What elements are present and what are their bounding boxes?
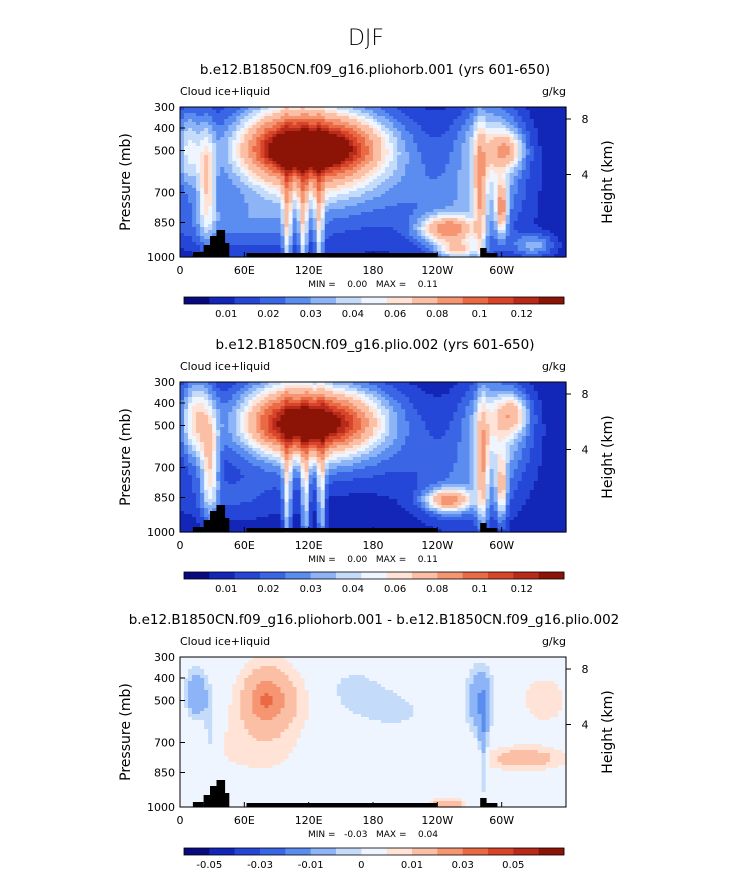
x-tick-label: 0 xyxy=(177,264,184,277)
x-tick-label: 120E xyxy=(295,264,323,277)
colorbar-label: 0.08 xyxy=(426,309,448,320)
colorbar: 0.01 0.02 0.03 0.04 0.06 0.08 0.1 0.12 xyxy=(184,297,564,320)
colorbar-swatch xyxy=(336,297,362,304)
panel-pliohorb: b.e12.B1850CN.f09_g16.pliohorb.001 (yrs … xyxy=(118,62,616,320)
x-tick-label: 60W xyxy=(489,264,514,277)
colorbar-swatch xyxy=(437,297,463,304)
colorbar-label: 0.1 xyxy=(472,309,488,320)
colorbar-swatch xyxy=(361,297,387,304)
y-axis-label: Pressure (mb) xyxy=(118,133,134,231)
colorbar-label: 0.02 xyxy=(257,309,279,320)
y2-tick-label: 8 xyxy=(582,113,589,126)
terrain-block xyxy=(247,253,397,257)
y-tick-label: 700 xyxy=(154,187,175,200)
colorbar-label: 0.04 xyxy=(342,309,364,320)
colorbar-swatch xyxy=(488,297,514,304)
y2-tick-label: 4 xyxy=(582,169,589,182)
panel-plio: b.e12.B1850CN.f09_g16.plio.002 (yrs 601-… xyxy=(118,337,616,595)
y-tick-label: 500 xyxy=(154,145,175,158)
colorbar-swatch xyxy=(209,297,235,304)
colorbar-swatch xyxy=(513,297,539,304)
terrain-block xyxy=(193,252,204,257)
colorbar-swatch xyxy=(387,297,413,304)
y-tick-label: 850 xyxy=(154,217,175,230)
colorbar-label: 0.01 xyxy=(215,309,237,320)
y-tick-label: 400 xyxy=(154,122,175,135)
y-tick-label: 1000 xyxy=(147,251,175,264)
x-tick-label: 180 xyxy=(363,264,384,277)
contour-field xyxy=(180,382,567,533)
y2-axis-label: Height (km) xyxy=(600,140,616,223)
contour-field xyxy=(180,107,567,258)
field-label: Cloud ice+liquid xyxy=(180,360,270,373)
colorbar-label: 0.12 xyxy=(511,309,533,320)
field-label: Cloud ice+liquid xyxy=(180,85,270,98)
terrain-block xyxy=(485,253,498,257)
colorbar-swatch xyxy=(184,297,210,304)
colorbar-swatch xyxy=(260,297,286,304)
colorbar-label: 0.03 xyxy=(300,309,322,320)
x-tick-label: 60E xyxy=(234,264,255,277)
stats-text: MIN = 0.00 MAX = 0.11 xyxy=(308,280,438,290)
colorbar-swatch xyxy=(285,297,311,304)
units-label: g/kg xyxy=(542,360,566,373)
colorbar-swatch xyxy=(539,297,565,304)
panel-title: b.e12.B1850CN.f09_g16.plio.002 (yrs 601-… xyxy=(215,337,534,353)
colorbar-swatch xyxy=(311,297,337,304)
colorbar-swatch xyxy=(412,297,438,304)
y-tick-label: 300 xyxy=(154,101,175,114)
x-tick-label: 120W xyxy=(421,264,453,277)
units-label: g/kg xyxy=(542,85,566,98)
page-title: DJF xyxy=(348,26,384,51)
colorbar-label: 0.06 xyxy=(384,309,406,320)
colorbar-swatch xyxy=(235,297,261,304)
terrain-block xyxy=(223,243,229,257)
colorbar-swatch xyxy=(463,297,489,304)
terrain-block xyxy=(394,253,437,257)
panel-title: b.e12.B1850CN.f09_g16.pliohorb.001 (yrs … xyxy=(200,62,550,78)
